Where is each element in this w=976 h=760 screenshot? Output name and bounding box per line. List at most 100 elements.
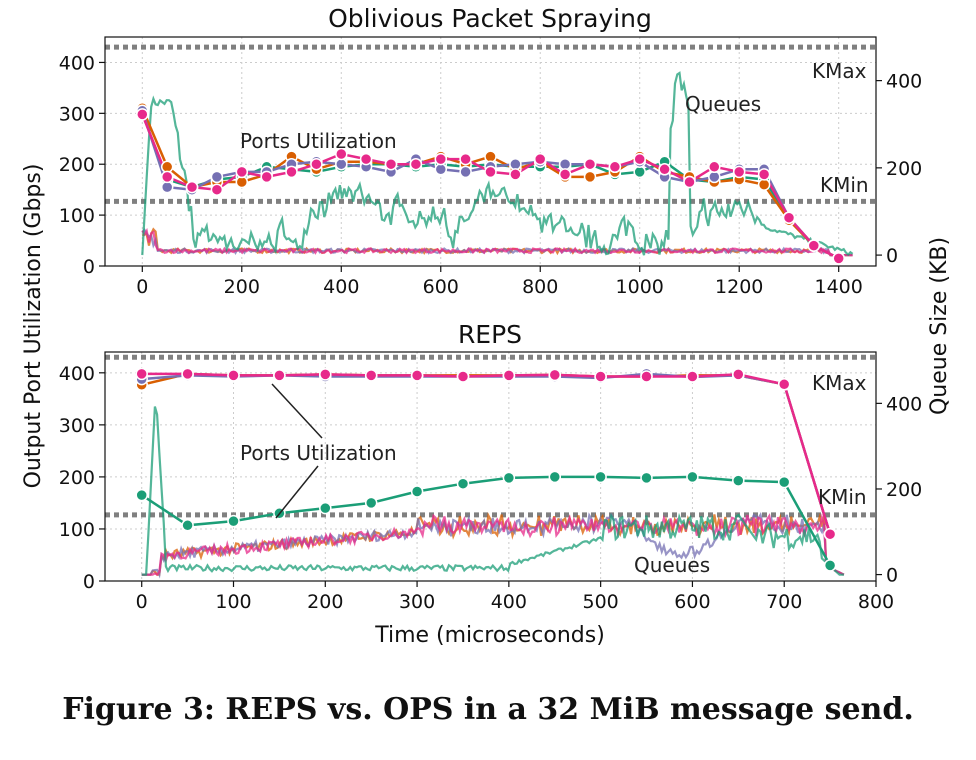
- x-tick-label: 800: [858, 591, 894, 613]
- y2-tick-label: 400: [886, 71, 922, 93]
- x-axis-label: Time (microseconds): [374, 623, 605, 648]
- data-point: [459, 152, 472, 166]
- data-point: [594, 370, 607, 383]
- y-tick-label: 400: [59, 363, 95, 385]
- data-point: [335, 147, 348, 161]
- queue-trace: [141, 71, 854, 257]
- data-point: [434, 163, 448, 176]
- kmax-label-reps: KMax: [812, 371, 867, 395]
- data-point: [640, 471, 653, 485]
- data-point: [181, 367, 194, 381]
- y-tick-label: 200: [59, 467, 95, 489]
- annotation-queues-reps: Queues: [634, 553, 710, 577]
- y2-tick-label: 0: [886, 245, 898, 267]
- data-point: [558, 157, 572, 171]
- y-tick-label: 400: [59, 52, 95, 74]
- series-line: [141, 372, 832, 535]
- y-tick-label: 100: [59, 519, 95, 541]
- y-axis-label: Output Port Utilization (Gbps): [21, 164, 46, 489]
- data-point: [732, 368, 745, 381]
- panel-ops: Oblivious Packet Spraying 0 200 400 600 800 1…: [59, 4, 923, 298]
- y2-tick-label: 200: [886, 479, 922, 501]
- data-point: [658, 163, 671, 176]
- x-tick-label: 200: [307, 591, 343, 613]
- data-point: [509, 168, 522, 181]
- x-tick-label: 400: [323, 276, 359, 298]
- y-tick-label: 300: [59, 103, 95, 125]
- data-point: [185, 180, 199, 194]
- data-point: [502, 471, 516, 485]
- data-point: [235, 165, 249, 179]
- data-point: [364, 369, 378, 382]
- kmin-label-ops: KMin: [820, 173, 869, 197]
- x-tick-label: 600: [674, 591, 710, 613]
- data-point: [227, 514, 240, 528]
- annotation-arrow-b: [275, 465, 319, 519]
- data-point: [807, 239, 821, 252]
- x-tick-label: 200: [224, 276, 260, 298]
- panel-reps: REPS 0 100 200 300 400 500 600 700 800 0 100 200 300…: [59, 320, 923, 613]
- data-point: [708, 160, 721, 174]
- data-point: [160, 180, 174, 194]
- y2-tick-label: 400: [886, 393, 922, 415]
- data-point: [548, 470, 562, 484]
- plot-frame: [104, 36, 877, 267]
- data-point: [459, 165, 472, 179]
- kmax-label-ops: KMax: [812, 59, 867, 83]
- x-tick-label: 0: [136, 276, 148, 298]
- data-point: [757, 178, 771, 191]
- data-point: [686, 370, 699, 383]
- data-point: [583, 170, 597, 184]
- data-point: [502, 369, 516, 382]
- data-point: [456, 477, 470, 490]
- data-point: [782, 211, 796, 224]
- x-tick-label: 400: [491, 591, 527, 613]
- data-point: [273, 369, 286, 382]
- y2-tick-label: 0: [886, 565, 898, 587]
- data-point: [777, 378, 791, 391]
- data-point: [410, 369, 424, 382]
- chart-title-reps: REPS: [458, 320, 522, 349]
- data-point: [533, 152, 547, 166]
- data-point: [548, 368, 562, 382]
- data-point: [210, 183, 224, 196]
- annotation-ports-utilization-reps: Ports Utilization: [240, 441, 397, 465]
- y2-tick-label: 200: [886, 158, 922, 180]
- data-point: [832, 252, 845, 265]
- data-point: [227, 369, 240, 382]
- annotation-ports-utilization-ops: Ports Utilization: [240, 129, 397, 153]
- queue-trace: [141, 227, 853, 257]
- data-point: [364, 496, 378, 510]
- data-point: [319, 368, 332, 381]
- series-line: [141, 475, 832, 567]
- data-point: [319, 501, 332, 515]
- data-point: [409, 157, 423, 171]
- data-point: [757, 168, 771, 181]
- x-tick-label: 1200: [715, 276, 763, 298]
- data-point: [686, 470, 699, 484]
- x-tick-label: 600: [423, 276, 459, 298]
- figure-caption: Figure 3: REPS vs. OPS in a 32 MiB messa…: [62, 692, 914, 727]
- data-point: [484, 150, 497, 163]
- data-point: [583, 157, 597, 171]
- data-point: [384, 157, 398, 171]
- data-point: [823, 559, 837, 572]
- data-point: [410, 485, 424, 498]
- y2-axis-label: Queue Size (KB): [927, 237, 952, 415]
- data-point: [594, 470, 607, 484]
- data-point: [608, 160, 622, 174]
- data-point: [285, 165, 298, 179]
- data-point: [136, 108, 149, 121]
- x-tick-label: 1400: [815, 276, 863, 298]
- data-point: [823, 527, 837, 541]
- data-point: [160, 170, 174, 184]
- x-tick-label: 0: [136, 591, 148, 613]
- x-tick-label: 500: [583, 591, 619, 613]
- y-tick-label: 100: [59, 205, 95, 227]
- x-tick-label: 100: [215, 591, 251, 613]
- plot-frame: [104, 351, 877, 582]
- data-point: [732, 165, 746, 179]
- y-tick-label: 0: [83, 571, 95, 593]
- data-point: [777, 475, 791, 489]
- data-point: [260, 170, 273, 184]
